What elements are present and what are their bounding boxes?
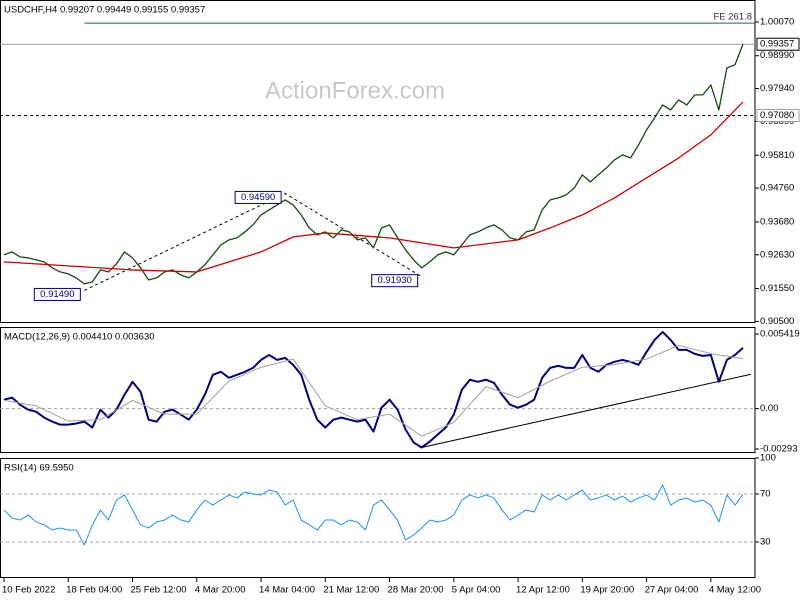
y-tick-label: 0.92630: [760, 249, 794, 260]
panel-title: RSI(14) 69.5950: [4, 463, 74, 474]
x-tick-label: 4 Mar 20:00: [195, 585, 246, 596]
panel-frame: [0, 458, 756, 578]
y-tick-label: 0.93680: [760, 216, 794, 227]
annotation-box: [371, 274, 419, 288]
x-tick-label: 21 Mar 12:00: [323, 585, 379, 596]
x-tick-label: 10 Feb 2022: [2, 585, 55, 596]
y-tick-label: 0.91550: [760, 283, 794, 294]
x-tick-label: 19 Apr 20:00: [580, 585, 634, 596]
panel-frame: [0, 327, 756, 453]
y-tick-label: 100: [760, 453, 776, 464]
x-tick-label: 4 May 12:00: [709, 585, 761, 596]
zigzag-line: [84, 192, 422, 291]
x-tick-label: 28 Mar 20:00: [388, 585, 444, 596]
panel-frame: [0, 0, 756, 323]
series-line: [3, 344, 744, 437]
series-line: [3, 330, 744, 449]
y-tick-label: 0.98990: [760, 50, 794, 61]
x-tick-label: 5 Apr 04:00: [452, 585, 501, 596]
series-line: [3, 43, 744, 285]
y-tick-label: 1.00070: [760, 16, 794, 27]
series-line: [3, 484, 744, 546]
x-tick-label: 18 Feb 04:00: [66, 585, 122, 596]
panel-title: MACD(12,26,9) 0.004410 0.003630: [4, 332, 155, 343]
level-label-box: [756, 37, 800, 51]
annotation-box: [234, 190, 282, 204]
x-tick-label: 25 Feb 12:00: [131, 585, 187, 596]
level-label: 0.99357: [760, 39, 794, 50]
y-tick-label: 70: [760, 489, 771, 500]
y-tick-label: 0.005419: [760, 329, 800, 340]
watermark: ActionForex.com: [265, 77, 445, 104]
annotation-label: 0.91930: [378, 275, 412, 286]
annotation-label: 0.91490: [40, 289, 74, 300]
level-label-box: [756, 108, 800, 122]
annotation-box: [33, 287, 81, 301]
trend-line: [421, 373, 752, 448]
x-tick-label: 14 Mar 04:00: [259, 585, 315, 596]
y-tick-label: 0.94760: [760, 183, 794, 194]
series-line: [3, 101, 744, 273]
y-tick-label: 30: [760, 537, 771, 548]
annotation-label: 0.94590: [241, 192, 275, 203]
panel-title: USDCHF,H4 0.99207 0.99449 0.99155 0.9935…: [4, 5, 205, 16]
level-label: 0.97080: [760, 110, 794, 121]
y-tick-label: 0.90500: [760, 316, 794, 327]
y-tick-label: 0.95810: [760, 150, 794, 161]
level-label: FE 261.8: [713, 12, 752, 23]
x-tick-label: 12 Apr 12:00: [516, 585, 570, 596]
y-tick-label: 0.00: [760, 403, 779, 414]
y-tick-label: 0.97940: [760, 83, 794, 94]
x-tick-label: 27 Apr 04:00: [645, 585, 699, 596]
y-tick-label: -0.00293: [760, 444, 798, 455]
